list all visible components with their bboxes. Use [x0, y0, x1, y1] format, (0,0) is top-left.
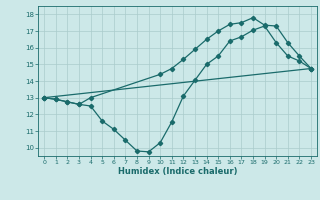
- X-axis label: Humidex (Indice chaleur): Humidex (Indice chaleur): [118, 167, 237, 176]
